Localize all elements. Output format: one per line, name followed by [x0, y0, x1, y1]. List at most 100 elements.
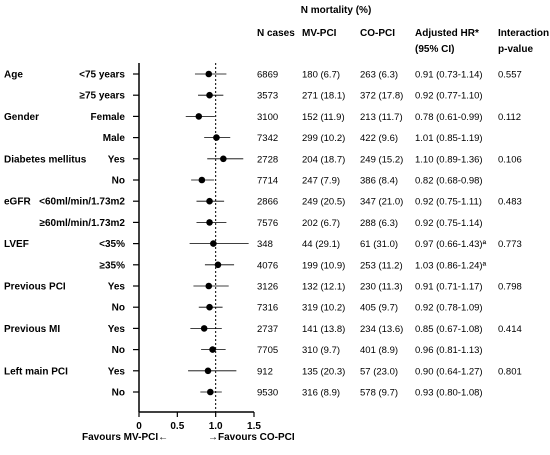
row-label: <60ml/min/1.73m2 [39, 197, 125, 208]
co-pci-value: 253 (11.2) [360, 260, 403, 271]
row-label: Yes [108, 282, 126, 293]
subgroup-title: Age [4, 70, 23, 81]
hr-point [213, 134, 220, 141]
adjusted-hr-value: 0.78 (0.61-0.99) [415, 112, 483, 123]
row-label: No [112, 345, 125, 356]
co-pci-value: 234 (13.6) [360, 324, 403, 335]
adjusted-hr-value: 0.90 (0.64-1.27) [415, 366, 483, 377]
mv-pci-value: 44 (29.1) [302, 239, 340, 250]
n-cases-value: 6869 [257, 70, 278, 81]
subgroup-title: LVEF [4, 239, 29, 250]
adjusted-hr-value: 0.97 (0.66-1.43)ª [415, 239, 487, 250]
adjusted-hr-value: 0.93 (0.80-1.08) [415, 388, 483, 399]
n-cases-value: 3126 [257, 282, 278, 293]
hr-point [207, 388, 214, 396]
row-label: Female [91, 112, 126, 123]
n-cases-value: 7714 [257, 176, 278, 187]
hr-point [214, 261, 222, 269]
hr-point [204, 367, 212, 375]
co-pci-value: 401 (8.9) [360, 345, 398, 356]
header-adjusted-hr: Adjusted HR* [415, 28, 479, 39]
row-label: Yes [108, 154, 126, 165]
n-cases-value: 348 [257, 239, 273, 250]
row-label: ≥35% [99, 260, 125, 271]
co-pci-value: 57 (23.0) [360, 366, 398, 377]
co-pci-value: 288 (6.3) [360, 218, 398, 229]
x-tick-label: 1.0 [209, 421, 223, 432]
hr-point [210, 240, 217, 247]
adjusted-hr-value: 0.92 (0.75-1.14) [415, 218, 483, 229]
mv-pci-value: 299 (10.2) [302, 133, 345, 144]
n-cases-value: 4076 [257, 260, 278, 271]
mv-pci-value: 141 (13.8) [302, 324, 345, 335]
row-label: Male [103, 133, 126, 144]
subgroup-title: Gender [4, 112, 39, 123]
n-cases-value: 3573 [257, 91, 278, 102]
adjusted-hr-value: 0.92 (0.78-1.09) [415, 303, 483, 314]
adjusted-hr-value: 0.91 (0.73-1.14) [415, 70, 483, 81]
subgroup-title: Left main PCI [4, 366, 68, 377]
co-pci-value: 422 (9.6) [360, 133, 398, 144]
hr-point [195, 113, 203, 120]
subgroup-title: eGFR [4, 197, 31, 208]
header-group-title: N mortality (%) [301, 5, 372, 16]
adjusted-hr-value: 1.03 (0.86-1.24)ª [415, 260, 487, 271]
row-label: Yes [108, 324, 126, 335]
header-n-cases: N cases [257, 28, 295, 39]
hr-point [209, 346, 216, 353]
interaction-p-value: 0.798 [498, 282, 522, 293]
adjusted-hr-value: 0.92 (0.77-1.10) [415, 91, 483, 102]
mv-pci-value: 180 (6.7) [302, 70, 340, 81]
mv-pci-value: 249 (20.5) [302, 197, 345, 208]
hr-point [200, 325, 208, 332]
header-p-value: p-value [498, 44, 533, 55]
row-label: <75 years [79, 70, 125, 81]
co-pci-value: 263 (6.3) [360, 70, 398, 81]
hr-point [206, 303, 213, 311]
adjusted-hr-value: 0.82 (0.68-0.98) [415, 176, 483, 187]
header-co-pci: CO-PCI [360, 28, 395, 39]
interaction-p-value: 0.112 [498, 112, 521, 123]
n-cases-value: 3100 [257, 112, 278, 123]
interaction-p-value: 0.773 [498, 239, 522, 250]
interaction-p-value: 0.483 [498, 197, 522, 208]
co-pci-value: 372 (17.8) [360, 91, 403, 102]
x-label-right: →Favours CO-PCI [208, 432, 295, 443]
n-cases-value: 2737 [257, 324, 278, 335]
n-cases-value: 9530 [257, 388, 278, 399]
n-cases-value: 2866 [257, 197, 278, 208]
header-interaction: Interaction [498, 28, 549, 39]
n-cases-value: 7576 [257, 218, 278, 229]
mv-pci-value: 247 (7.9) [302, 176, 340, 187]
mv-pci-value: 135 (20.3) [302, 366, 345, 377]
adjusted-hr-value: 1.01 (0.85-1.19) [415, 133, 483, 144]
n-cases-value: 2728 [257, 154, 278, 165]
co-pci-value: 578 (9.7) [360, 388, 398, 399]
co-pci-value: 249 (15.2) [360, 154, 403, 165]
hr-point [206, 219, 213, 226]
co-pci-value: 386 (8.4) [360, 176, 398, 187]
hr-point [198, 176, 206, 184]
x-tick-label: 0 [136, 421, 142, 432]
n-cases-value: 7705 [257, 345, 278, 356]
co-pci-value: 405 (9.7) [360, 303, 398, 314]
hr-point [206, 91, 213, 99]
header-ci: (95% CI) [415, 44, 454, 55]
row-label: No [112, 176, 125, 187]
interaction-p-value: 0.801 [498, 366, 522, 377]
row-label: Yes [108, 366, 126, 377]
x-tick-label: 0.5 [170, 421, 184, 432]
hr-point [220, 155, 227, 163]
mv-pci-value: 202 (6.7) [302, 218, 340, 229]
row-label: No [112, 388, 125, 399]
subgroup-title: Previous PCI [4, 282, 66, 293]
mv-pci-value: 316 (8.9) [302, 388, 340, 399]
row-label: ≥75 years [79, 91, 125, 102]
n-cases-value: 912 [257, 366, 273, 377]
mv-pci-value: 310 (9.7) [302, 345, 340, 356]
mv-pci-value: 199 (10.9) [302, 260, 345, 271]
forest-rows: Age <75 years 6869 180 (6.7) 263 (6.3) 0.91 (… [4, 70, 522, 399]
x-ticks: 0 0.5 1.0 1.5 [136, 412, 261, 432]
adjusted-hr-value: 0.96 (0.81-1.13) [415, 345, 483, 356]
adjusted-hr-value: 1.10 (0.89-1.36) [415, 154, 483, 165]
